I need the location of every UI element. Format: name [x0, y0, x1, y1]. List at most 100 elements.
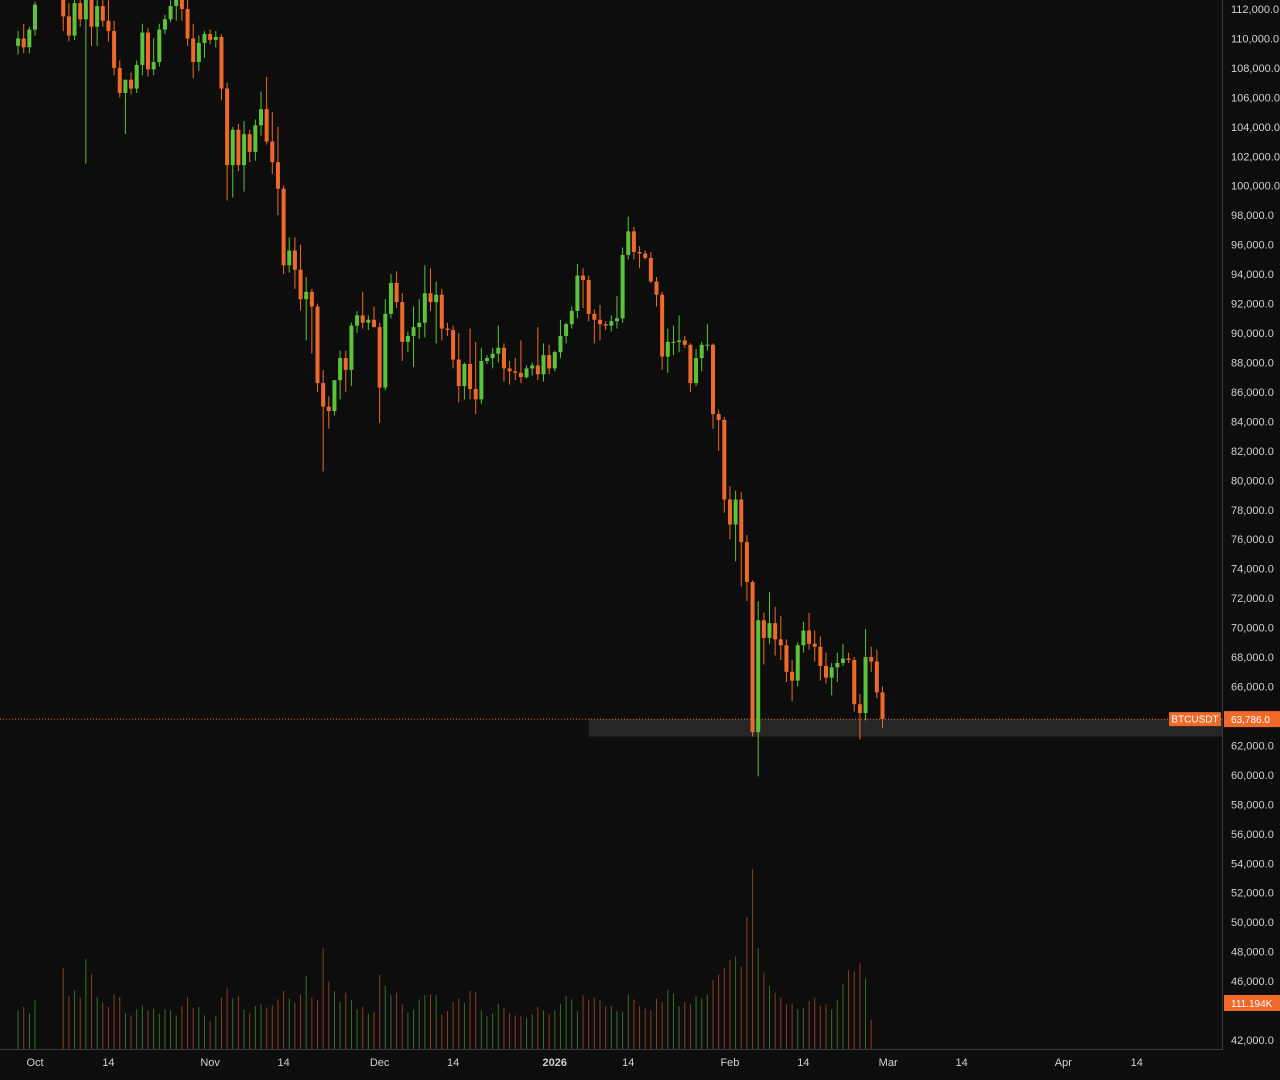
volume-bar [740, 966, 742, 1049]
volume-bar [107, 1007, 109, 1049]
candle-body [196, 42, 201, 63]
price-tick-label: 82,000.0 [1231, 446, 1274, 458]
volume-bar [678, 1006, 680, 1049]
volume-bar [622, 1012, 624, 1049]
candle [727, 486, 732, 540]
candle [795, 642, 800, 687]
candle [524, 365, 529, 379]
candle-body [569, 310, 574, 325]
volume-bar [656, 998, 657, 1049]
volume-bar [350, 1000, 352, 1049]
volume-bar [305, 975, 307, 1049]
volume-bar [362, 1007, 364, 1049]
candle-body [185, 9, 190, 39]
volume-bar [650, 1010, 652, 1049]
time-tick-label: Dec [370, 1057, 390, 1069]
volume-bar [68, 996, 70, 1049]
candle-body [795, 645, 800, 681]
candle-body [208, 34, 213, 40]
price-tick-label: 42,000.0 [1231, 1035, 1274, 1047]
candle-body [230, 129, 235, 166]
candle-body [112, 31, 117, 68]
candle [236, 123, 241, 172]
candle [654, 277, 659, 307]
candle-body [349, 325, 354, 370]
volume-bar [407, 1012, 409, 1049]
candle-body [852, 660, 857, 705]
candle [129, 72, 134, 95]
volume-bar [701, 998, 703, 1049]
candle-body [761, 620, 766, 638]
candle [366, 315, 371, 331]
candle [174, 0, 179, 21]
candle [83, 0, 88, 164]
volume-bar [684, 1001, 686, 1049]
candle [191, 23, 196, 79]
volume-bar [317, 1000, 318, 1049]
volume-bar [243, 1009, 245, 1049]
candle [27, 26, 32, 54]
candle-body [151, 62, 156, 70]
candle-body [428, 293, 433, 303]
candle [309, 288, 314, 354]
volume-bar [367, 1013, 369, 1049]
candle [78, 0, 83, 27]
price-tick-label: 80,000.0 [1231, 475, 1274, 487]
volume-bar [418, 999, 420, 1049]
candle-body [631, 231, 636, 253]
candle-body [722, 419, 727, 500]
volume-bar [819, 1006, 821, 1049]
volume-tag-background [1224, 995, 1280, 1011]
candle [225, 82, 230, 201]
candle [581, 268, 586, 308]
volume-bar [808, 1001, 810, 1049]
candle-body [439, 294, 444, 329]
candle [518, 340, 523, 384]
candle [100, 0, 105, 27]
price-tick-label: 60,000.0 [1231, 770, 1274, 782]
time-tick-label: 14 [955, 1057, 967, 1069]
volume-bar [124, 1012, 126, 1049]
volume-bar [277, 999, 279, 1049]
candle-body [242, 134, 247, 166]
candle [852, 657, 857, 712]
candle-body [400, 302, 405, 342]
candle [338, 350, 343, 400]
volume-bar [537, 1007, 539, 1049]
price-tick-label: 110,000.0 [1231, 33, 1279, 45]
volume-bar [853, 971, 855, 1049]
candle-body [434, 294, 439, 303]
volume-bar [509, 1012, 511, 1049]
candle [705, 324, 710, 351]
candle [445, 322, 450, 336]
candle [569, 306, 574, 329]
candle-body [530, 365, 535, 369]
candle-body [411, 327, 416, 336]
time-axis[interactable]: Oct 14 Nov 14 Dec 14 2026 14 Feb 14 Mar 14 Apr 14 [26, 1057, 1142, 1069]
candle-body [863, 657, 868, 714]
volume-bar [345, 992, 347, 1049]
candle-body [106, 20, 111, 32]
candle [722, 416, 727, 513]
candles [16, 0, 885, 777]
price-tick-label: 56,000.0 [1231, 829, 1274, 841]
candle [400, 293, 405, 362]
candle [824, 652, 828, 684]
time-tick-label: 14 [797, 1057, 809, 1069]
candle [688, 343, 693, 392]
candle-body [671, 341, 676, 343]
price-tick-label: 48,000.0 [1231, 947, 1274, 959]
volume-bar [565, 996, 567, 1049]
candle-body [496, 347, 501, 354]
volume-bar [543, 1010, 544, 1049]
candle [694, 349, 699, 387]
volume-bar [396, 992, 398, 1049]
candle-body [485, 358, 489, 362]
candle-body [259, 109, 263, 126]
candle [807, 612, 812, 650]
price-axis[interactable]: 112,000.0 110,000.0 108,000.0 106,000.0 104,… [1231, 4, 1280, 1047]
candle-body [372, 319, 376, 328]
volume-bar [91, 974, 92, 1049]
candle [682, 335, 687, 348]
